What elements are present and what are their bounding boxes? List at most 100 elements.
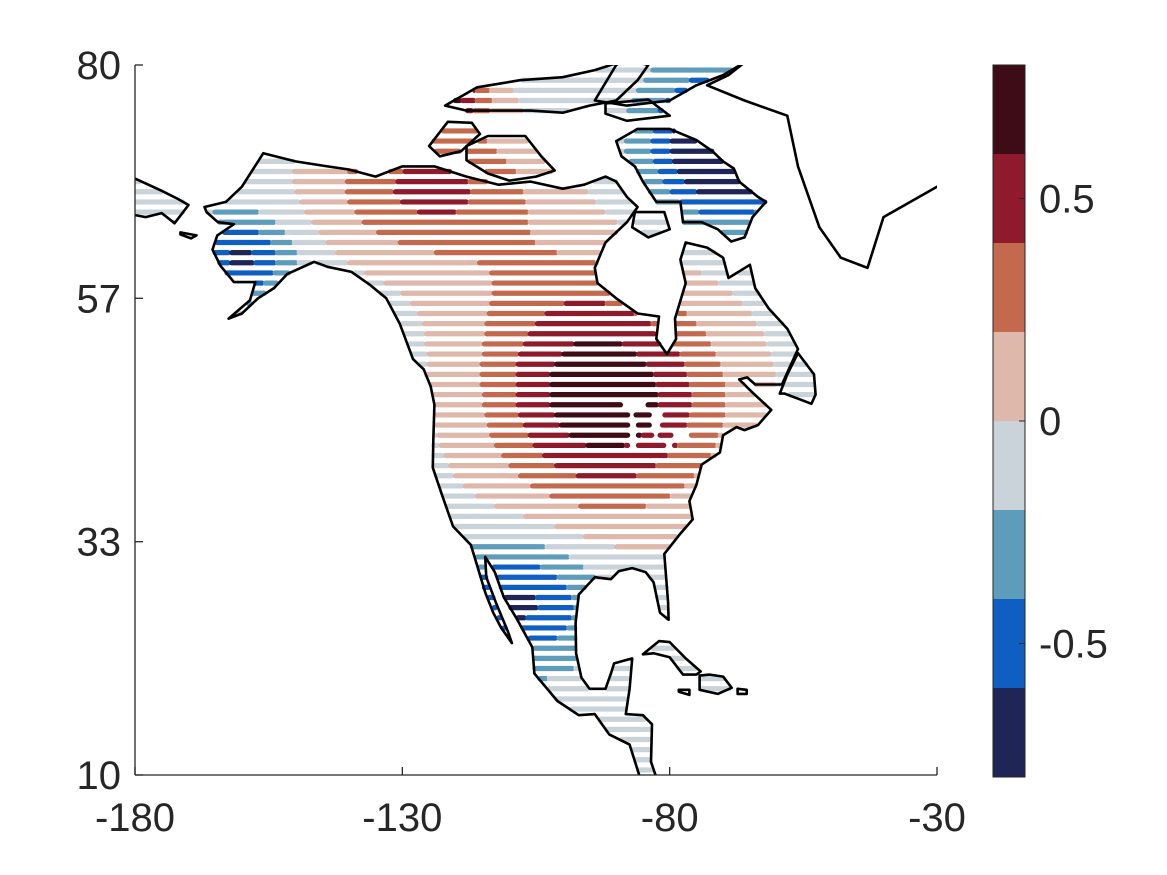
field-cell [431, 452, 445, 459]
field-cell [621, 341, 662, 347]
field-cell [498, 584, 568, 590]
field-cell [311, 219, 364, 225]
field-cell [299, 199, 349, 205]
field-cell [556, 574, 597, 580]
field-cell [392, 189, 472, 195]
field-cell [534, 239, 607, 246]
field-cell [424, 331, 486, 337]
field-cell [751, 310, 775, 317]
field-cell [568, 706, 628, 712]
field-cell [549, 371, 655, 377]
field-cell [428, 381, 482, 388]
field-cell [671, 158, 725, 164]
field-cell [378, 290, 402, 296]
field-cell [635, 351, 681, 357]
field-cell [517, 473, 578, 479]
field-cell [597, 716, 648, 722]
field-cell [688, 432, 720, 438]
field-cell [452, 473, 520, 479]
field-cell [479, 381, 518, 388]
field-cell [258, 229, 287, 235]
field-cell [486, 138, 530, 144]
field-cell [303, 209, 356, 215]
field-cell [662, 179, 686, 185]
field-cell [515, 381, 551, 388]
field-cell [635, 473, 696, 479]
field-cell [291, 239, 328, 246]
field-cell [402, 331, 426, 337]
field-cell [431, 392, 484, 398]
field-cell [700, 270, 729, 276]
field-cell [587, 189, 624, 195]
colorbar-swatch [993, 332, 1025, 421]
field-cell [361, 219, 530, 225]
x-tick-label: -180 [95, 796, 175, 840]
coastline-layer [135, 65, 937, 775]
field-cell [484, 331, 530, 337]
field-cell [645, 503, 691, 509]
field-cell [262, 280, 279, 286]
field-cell [662, 412, 691, 418]
field-cell [431, 463, 450, 469]
field-cell [462, 534, 585, 540]
field-cell [643, 179, 664, 185]
field-cell [291, 179, 347, 185]
field-cell [296, 250, 337, 256]
field-cell [681, 260, 727, 266]
field-cell [229, 260, 255, 266]
coastline [135, 177, 190, 225]
field-cell [635, 422, 652, 428]
coastline [465, 134, 556, 182]
field-cell [554, 412, 631, 418]
field-cell [722, 422, 758, 428]
colorbar-swatch [993, 510, 1025, 599]
field-cell [655, 584, 669, 590]
field-cell [650, 67, 734, 73]
field-cell [400, 321, 424, 327]
field-cell [681, 290, 734, 296]
field-cell [520, 625, 568, 631]
field-cell [440, 128, 479, 134]
field-cell [696, 321, 758, 327]
field-cell [686, 422, 725, 428]
field-cell [505, 158, 547, 164]
field-cell [400, 199, 470, 205]
field-cell [529, 229, 619, 235]
colorbar-swatch [993, 243, 1025, 332]
coastline [443, 65, 650, 114]
coastline [614, 127, 768, 243]
field-cell [532, 665, 575, 672]
y-tick-label: 57 [77, 277, 122, 321]
field-cell [671, 341, 713, 347]
field-cell [554, 463, 657, 469]
data-field-layer [135, 67, 816, 773]
field-cell [604, 686, 631, 692]
field-cell [383, 280, 494, 286]
field-cell [135, 209, 186, 215]
field-cell [493, 442, 534, 448]
field-cell [568, 432, 631, 438]
field-cell [667, 452, 713, 459]
field-cell [679, 300, 744, 306]
field-cell [253, 260, 277, 266]
field-cell [681, 270, 703, 276]
field-cell [491, 97, 520, 104]
field-cell [556, 635, 578, 641]
field-cell [594, 67, 652, 73]
field-cell [469, 189, 525, 195]
coastline [641, 639, 702, 676]
field-cell [657, 432, 674, 438]
field-cell [722, 371, 777, 377]
x-tick-label: -80 [641, 796, 699, 840]
field-cell [474, 493, 551, 499]
field-cell [409, 300, 491, 306]
field-cell [448, 463, 510, 469]
field-cell [631, 747, 652, 753]
field-cell [683, 179, 741, 185]
field-cell [537, 605, 575, 611]
field-cell [765, 341, 797, 347]
field-cell [479, 361, 518, 367]
field-cell [243, 179, 294, 185]
field-cell [424, 341, 484, 347]
field-cell [274, 250, 299, 256]
